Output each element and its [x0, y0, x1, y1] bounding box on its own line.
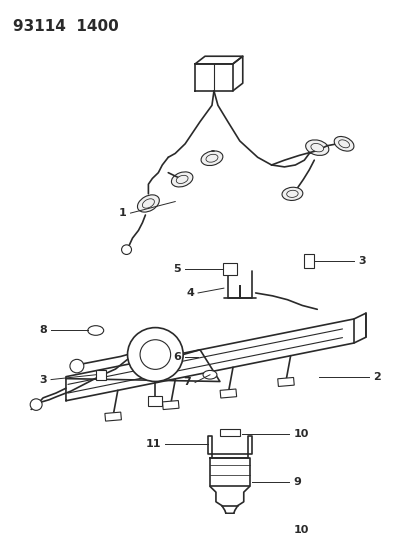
- Bar: [277, 377, 294, 386]
- Bar: [304, 254, 313, 268]
- Ellipse shape: [202, 370, 216, 379]
- Text: 1: 1: [119, 208, 126, 218]
- Circle shape: [127, 328, 183, 382]
- Bar: [222, 263, 236, 274]
- Circle shape: [121, 245, 131, 254]
- Ellipse shape: [88, 326, 103, 335]
- Ellipse shape: [137, 195, 159, 212]
- Ellipse shape: [310, 143, 323, 152]
- Bar: [162, 401, 178, 409]
- Text: 6: 6: [173, 352, 181, 362]
- Ellipse shape: [201, 151, 222, 166]
- Ellipse shape: [171, 172, 192, 187]
- Bar: [220, 389, 236, 398]
- Circle shape: [70, 359, 83, 373]
- Bar: [219, 527, 239, 533]
- Text: 7: 7: [183, 377, 191, 387]
- Text: 10: 10: [293, 430, 308, 439]
- Text: 5: 5: [173, 264, 181, 274]
- Text: 4: 4: [186, 288, 194, 298]
- Ellipse shape: [206, 154, 217, 162]
- Ellipse shape: [333, 136, 353, 151]
- Bar: [219, 429, 239, 437]
- Text: 2: 2: [372, 372, 380, 382]
- Text: 11: 11: [145, 439, 161, 449]
- Text: 3: 3: [39, 375, 47, 385]
- Text: 10: 10: [293, 524, 308, 533]
- Text: 3: 3: [357, 256, 365, 266]
- Text: 93114  1400: 93114 1400: [13, 19, 119, 34]
- Text: 8: 8: [39, 326, 47, 335]
- Bar: [95, 370, 105, 379]
- Bar: [104, 412, 121, 421]
- Circle shape: [30, 399, 42, 410]
- Ellipse shape: [281, 187, 302, 200]
- Circle shape: [140, 340, 170, 369]
- Ellipse shape: [338, 140, 349, 148]
- Ellipse shape: [286, 190, 297, 197]
- Text: 9: 9: [293, 477, 301, 487]
- Ellipse shape: [176, 175, 188, 183]
- Bar: [148, 396, 162, 406]
- Ellipse shape: [305, 140, 328, 156]
- Ellipse shape: [142, 199, 154, 208]
